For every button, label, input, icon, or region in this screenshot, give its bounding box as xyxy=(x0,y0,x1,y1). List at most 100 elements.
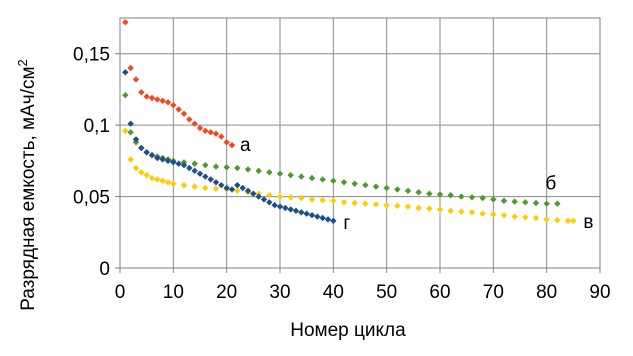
data-point xyxy=(468,194,476,201)
data-point xyxy=(340,179,348,186)
data-point xyxy=(319,196,326,204)
y-axis-label-superscript: 2 xyxy=(15,59,30,66)
data-point xyxy=(522,199,529,206)
data-point xyxy=(202,184,209,192)
data-point xyxy=(175,160,182,167)
data-point xyxy=(127,64,134,72)
data-point xyxy=(372,201,380,208)
data-point xyxy=(180,181,188,189)
data-point xyxy=(554,200,561,207)
data-point xyxy=(415,189,422,196)
x-tick-label: 0 xyxy=(115,282,126,303)
data-point xyxy=(212,185,220,192)
data-point xyxy=(122,69,129,76)
data-point xyxy=(191,183,198,190)
data-point xyxy=(143,149,150,156)
data-point xyxy=(159,156,166,163)
data-point xyxy=(170,159,177,166)
plot-area xyxy=(119,17,601,269)
data-point xyxy=(330,197,337,205)
series-3-marks xyxy=(122,127,577,225)
data-point xyxy=(228,141,236,149)
x-axis-label: Номер цикла xyxy=(290,320,406,341)
data-point xyxy=(276,170,284,177)
data-point xyxy=(490,196,497,203)
data-point xyxy=(159,97,166,105)
data-point xyxy=(234,181,241,189)
data-point xyxy=(170,101,177,109)
data-point xyxy=(186,164,193,172)
data-point xyxy=(287,171,294,179)
data-point xyxy=(298,173,305,180)
data-point xyxy=(212,163,220,170)
data-point xyxy=(138,89,145,96)
data-point xyxy=(122,91,129,99)
data-point xyxy=(383,184,390,192)
data-point xyxy=(132,164,140,172)
data-point xyxy=(218,181,225,189)
data-point xyxy=(127,156,134,163)
data-point xyxy=(170,180,177,187)
data-point xyxy=(266,191,273,199)
data-point xyxy=(287,194,294,201)
data-point xyxy=(212,179,220,186)
data-point xyxy=(132,136,140,143)
data-point xyxy=(191,160,198,167)
data-point xyxy=(404,187,412,195)
data-point xyxy=(223,164,230,171)
data-point xyxy=(244,187,252,195)
data-point xyxy=(436,206,444,213)
data-point xyxy=(372,183,380,190)
x-tick-label: 80 xyxy=(536,282,557,303)
data-point xyxy=(122,19,129,26)
data-point xyxy=(458,193,465,200)
data-point xyxy=(319,214,326,222)
data-point xyxy=(511,213,518,220)
data-point xyxy=(362,181,369,189)
data-point xyxy=(468,209,476,216)
y-axis-label: Разрядная емкость, мАч/см2 xyxy=(15,59,40,311)
data-point xyxy=(564,217,572,225)
data-point xyxy=(543,200,550,207)
data-point xyxy=(266,199,273,206)
data-point xyxy=(532,214,540,222)
data-point xyxy=(340,199,348,206)
data-point xyxy=(303,210,310,217)
data-point xyxy=(324,216,332,223)
data-point xyxy=(330,217,337,225)
x-tick-label: 30 xyxy=(269,282,290,303)
data-point xyxy=(196,124,204,132)
data-point xyxy=(308,174,316,182)
data-point xyxy=(180,161,188,169)
data-point xyxy=(415,204,422,212)
series-labels: а б в г xyxy=(240,135,593,234)
y-axis-label-text: Разрядная емкость, мАч/см xyxy=(18,66,39,310)
data-point xyxy=(191,120,198,127)
data-point xyxy=(164,179,172,186)
data-point xyxy=(138,144,145,152)
data-point xyxy=(154,176,161,183)
data-point xyxy=(362,200,369,207)
data-marks xyxy=(122,19,577,225)
data-point xyxy=(271,201,278,209)
data-point xyxy=(511,198,518,205)
series-label: б xyxy=(545,174,556,195)
data-point xyxy=(404,203,412,210)
data-point xyxy=(447,207,454,215)
x-tick-label: 90 xyxy=(589,282,610,303)
data-point xyxy=(308,211,316,219)
data-point xyxy=(132,76,140,83)
data-point xyxy=(186,116,193,123)
x-tick-label: 40 xyxy=(323,282,344,303)
y-tick-label: 0,15 xyxy=(73,45,110,66)
series-label: г xyxy=(343,213,350,234)
data-point xyxy=(282,204,289,212)
data-point xyxy=(154,96,161,103)
series-label: а xyxy=(240,135,251,156)
data-point xyxy=(314,213,321,220)
data-point xyxy=(276,203,284,210)
data-point xyxy=(228,186,236,193)
x-tick-label: 10 xyxy=(163,282,184,303)
data-point xyxy=(159,177,166,185)
data-point xyxy=(276,193,284,200)
